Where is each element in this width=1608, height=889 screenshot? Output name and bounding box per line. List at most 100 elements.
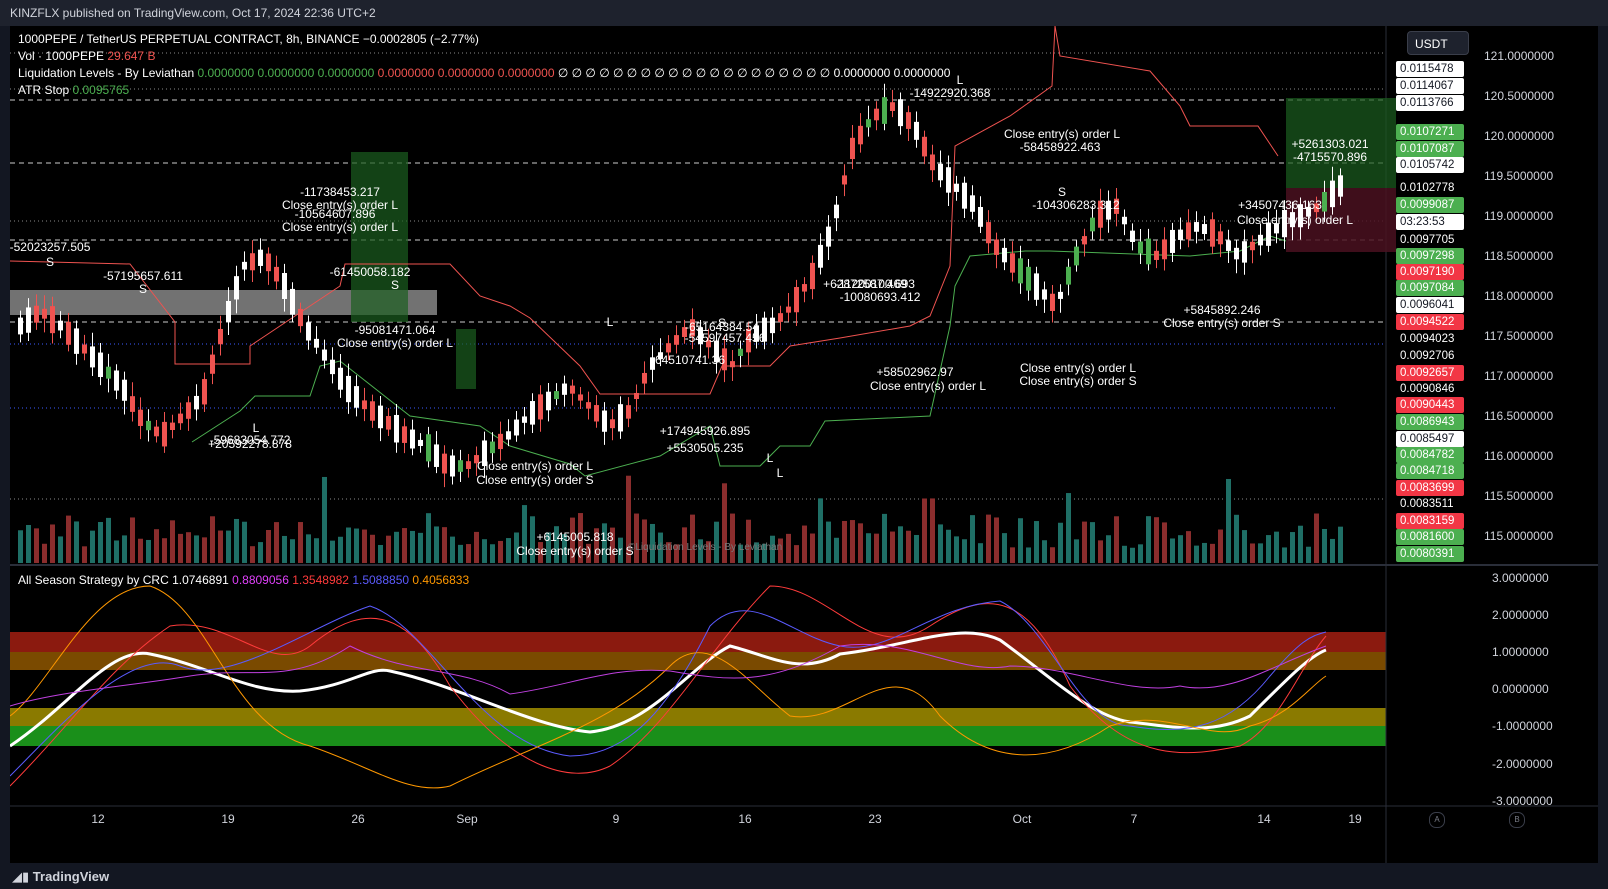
price-label: 0.0097705 [1396,232,1464,248]
annotation-label: -52023257.505 [10,240,91,254]
oscillator-axis[interactable]: 3.0000000 2.0000000 1.0000000 0.0000000 -1.0… [1492,571,1553,808]
main-chart-svg[interactable]: -52023257.505S-57195657.611S-11738453.21… [10,26,1598,863]
oscillator-legend[interactable]: All Season Strategy by CRC 1.0746891 0.8… [18,573,469,587]
volume-bar [1218,529,1223,563]
candle-body [714,340,719,363]
volume-bar [994,517,999,563]
osc-tick-label: -1.0000000 [1492,719,1553,733]
scale-button[interactable]: B [1509,812,1525,828]
candle-body [1290,212,1295,228]
candle-body [66,321,71,345]
volume-bar [1178,535,1183,563]
annotation-label: -95081471.064 [355,323,436,337]
volume-bar [1330,538,1335,563]
volume-bar [490,544,495,563]
auto-scale-button[interactable]: A [1429,812,1445,828]
price-tick-label: 117.5000000 [1484,329,1554,343]
candle-body [834,204,839,219]
volume-bar [522,505,527,563]
volume-bar [1026,547,1031,563]
legend-symbol-row[interactable]: 1000PEPE / TetherUS PERPETUAL CONTRACT, … [18,32,479,46]
candle-body [794,287,799,313]
volume-bar [202,537,207,563]
volume-bar [1066,493,1071,563]
volume-label[interactable]: Vol · 1000PEPE [18,49,105,63]
volume-bar [434,526,439,563]
chart-area[interactable]: -52023257.505 S -57195657.611 S -11738453.21… [10,26,1598,863]
candle-body [866,119,871,128]
currency-button[interactable]: USDT [1407,31,1469,55]
time-axis[interactable]: 12 19 26 Sep 9 16 23 Oct 7 14 19 [91,812,1362,826]
candle-body [594,405,599,422]
candle-body [1194,222,1199,232]
atr-label[interactable]: ATR Stop [18,83,70,97]
legend-liquidation-row[interactable]: Liquidation Levels - By Leviathan 0.0000… [18,66,950,80]
volume-bar [1194,545,1199,563]
volume-bar [250,546,255,563]
watermark-label: ©Liquidation Levels - By Leviathan [628,542,782,553]
candle-body [858,125,863,145]
volume-bar [106,517,111,563]
volume-bar [154,529,159,563]
candle-body [170,422,175,431]
liquidation-label[interactable]: Liquidation Levels - By Leviathan [18,66,195,80]
legend-atr-row[interactable]: ATR Stop 0.0095765 [18,83,129,97]
candle-body [186,402,191,419]
annotation-label: L [607,315,614,329]
candle-body [922,136,927,157]
candle-body [226,300,231,322]
volume-bar [514,532,519,563]
volume-bar [66,515,71,563]
volume-bars [18,475,1343,563]
liquidation-white-values: ∅ ∅ ∅ ∅ ∅ ∅ ∅ ∅ ∅ ∅ ∅ ∅ ∅ ∅ ∅ ∅ ∅ ∅ ∅ ∅ … [557,66,951,80]
candle-body [786,306,791,313]
candle-body [1010,253,1015,273]
candle-body [1218,231,1223,245]
candle-body [442,453,447,474]
price-axis[interactable]: 121.0000000 120.5000000 120.0000000 119.500… [1484,49,1554,543]
candle-body [850,137,855,160]
volume-bar [282,535,287,563]
oscillator-title[interactable]: All Season Strategy by CRC [18,573,169,587]
candle-body [18,317,23,335]
time-tick-label: 12 [91,812,105,826]
volume-bar [322,476,327,563]
volume-bar [1186,531,1191,563]
tradingview-logo[interactable]: ◢▮ TradingView [12,869,109,885]
volume-bar [122,535,127,563]
candle-body [138,409,143,426]
price-label: 0.0081600 [1396,529,1464,545]
volume-bar [1002,533,1007,563]
annotation-label: -11738453.217 [300,185,380,199]
annotation-label: -10080693.412 [840,290,921,304]
tradingview-icon: ◢▮ [12,869,30,884]
volume-bar [34,528,39,563]
legend-volume-row[interactable]: Vol · 1000PEPE 29.647 B [18,49,155,63]
volume-bar [1058,522,1063,563]
volume-bar [1010,547,1015,563]
annotation-label: Close entry(s) order L [282,220,398,234]
volume-bar [402,528,407,563]
volume-bar [906,530,911,563]
symbol-title[interactable]: 1000PEPE / TetherUS PERPETUAL CONTRACT, … [18,32,360,46]
price-label: 0.0097190 [1396,264,1464,280]
candle-body [282,273,287,299]
time-tick-label: 19 [1348,812,1362,826]
candle-body [818,244,823,268]
candle-body [90,346,95,368]
volume-bar [538,542,543,563]
candle-body [730,361,735,368]
volume-bar [18,530,23,563]
candle-body [642,372,647,384]
price-tick-label: 115.5000000 [1484,489,1554,503]
candle-body [1242,241,1247,263]
volume-bar [722,483,727,563]
candle-body [666,343,671,353]
candle-body [570,385,575,394]
volume-bar [1250,543,1255,563]
candle-body [898,99,903,127]
time-tick-label: 7 [1131,812,1138,826]
volume-bar [850,520,855,563]
candle-body [538,394,543,420]
price-label: 0.0113766 [1396,95,1464,111]
